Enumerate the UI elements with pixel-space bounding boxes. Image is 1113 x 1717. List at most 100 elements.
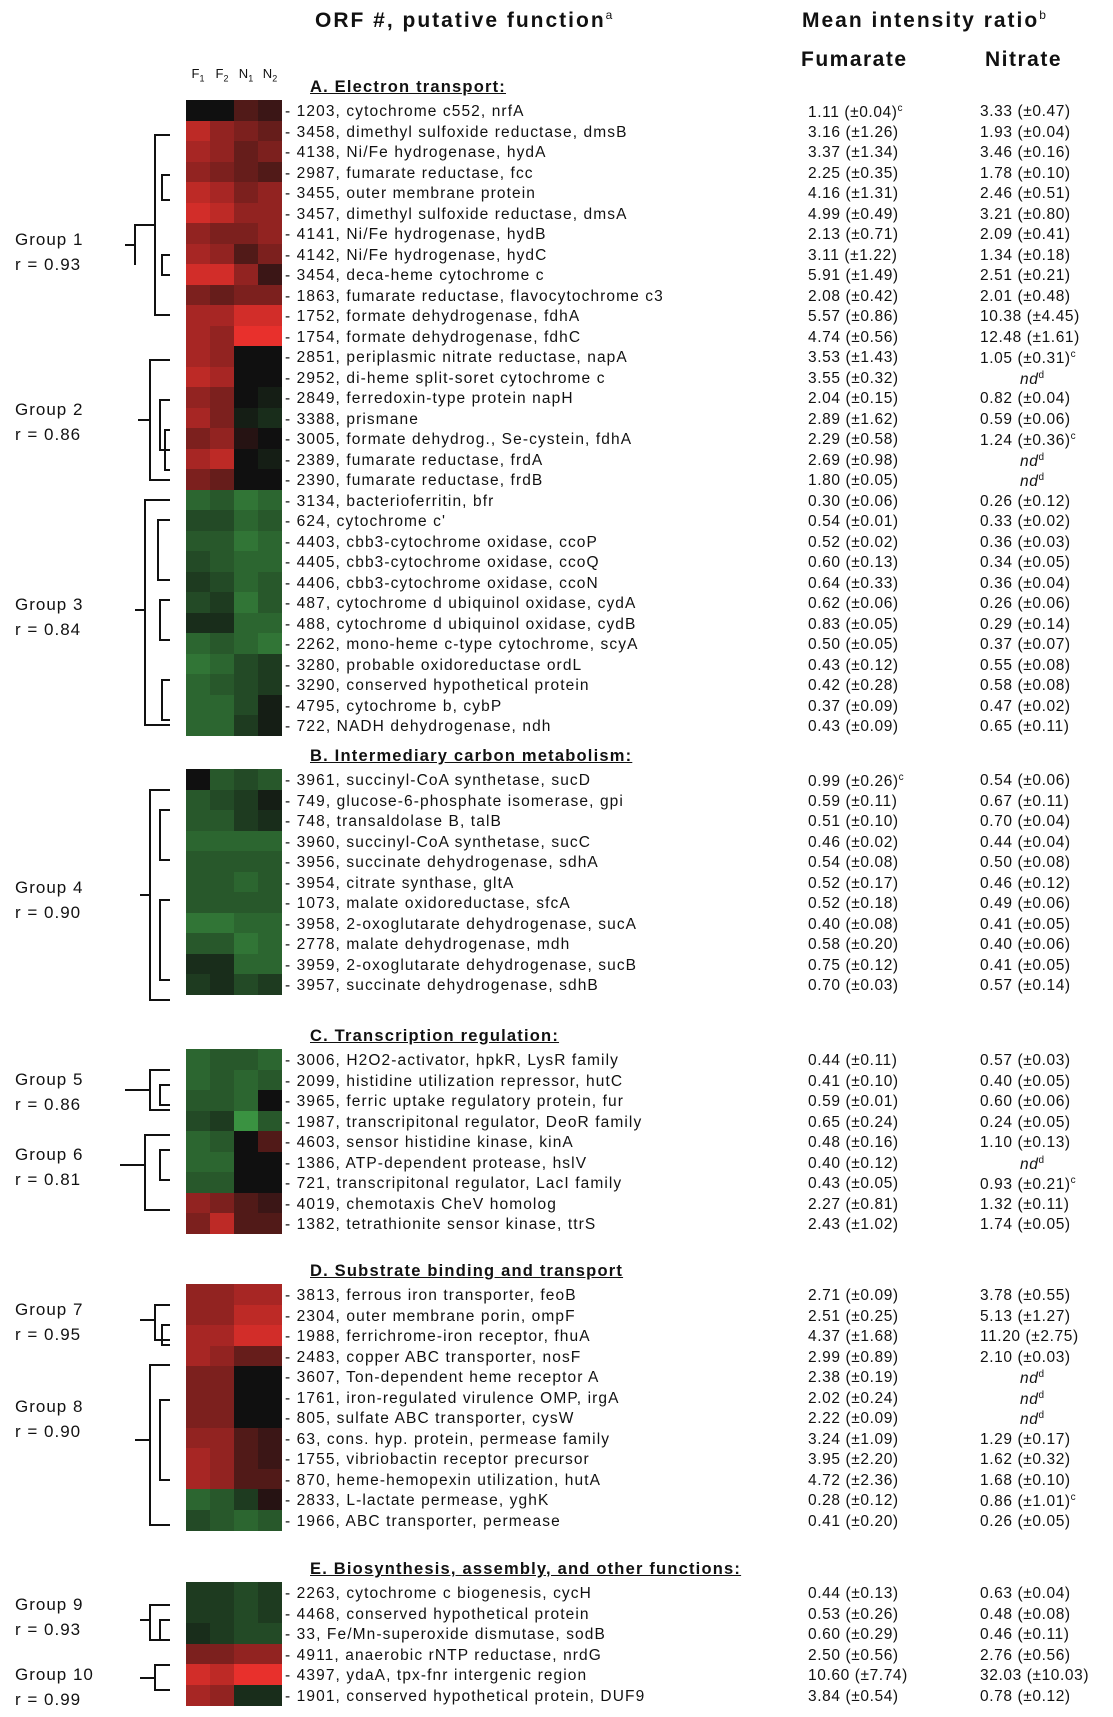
heatmap-cell — [234, 1090, 258, 1111]
heatmap-cell — [234, 325, 258, 347]
heatmap-cell — [186, 469, 210, 490]
nitrate-ratio: 0.26 (±0.05) — [980, 1512, 1071, 1530]
nitrate-ratio: 3.46 (±0.16) — [980, 144, 1071, 161]
nitrate-ratio: 2.01 (±0.48) — [980, 287, 1071, 305]
heatmap-cell — [186, 448, 210, 470]
heatmap-cell — [186, 264, 210, 285]
fumarate-ratio: 0.44 (±0.13) — [808, 1585, 899, 1602]
orf-number: - 2263, — [285, 1585, 347, 1602]
gene-function: cytochrome d ubiquinol oxidase, cydA — [336, 595, 637, 612]
heatmap-cell — [258, 633, 282, 654]
heatmap-cell — [258, 1684, 282, 1706]
fumarate-ratio: 2.25 (±0.35) — [808, 164, 899, 182]
fumarate-ratio: 0.53 (±0.26) — [808, 1605, 899, 1623]
heatmap-cell — [210, 120, 234, 142]
heatmap-cell — [186, 325, 210, 347]
fumarate-ratio: 0.52 (±0.02) — [808, 533, 899, 551]
heatmap-cell — [210, 1602, 234, 1624]
heatmap-cell — [234, 387, 258, 408]
orf-number: - 1386, — [285, 1154, 346, 1172]
heatmap-cell — [258, 161, 282, 183]
heatmap-cell — [258, 653, 282, 675]
heatmap-cell — [234, 1386, 258, 1408]
nitrate-ratio: ndd — [1020, 1154, 1045, 1173]
fumarate-ratio: 0.43 (±0.09) — [808, 718, 899, 735]
heatmap-cell — [210, 284, 234, 306]
fumarate-ratio: 3.95 (±2.20) — [808, 1451, 899, 1468]
heatmap-cell — [186, 1427, 210, 1449]
heatmap-cell — [234, 789, 258, 811]
heatmap-cell — [258, 789, 282, 811]
nitrate-ratio: 1.32 (±0.11) — [980, 1195, 1070, 1213]
heatmap-cell — [258, 182, 282, 203]
orf-number: - 4795, — [285, 697, 347, 715]
nitrate-ratio: 0.49 (±0.06) — [980, 895, 1071, 912]
heatmap-cell — [258, 407, 282, 429]
fumarate-ratio: 5.57 (±0.86) — [808, 308, 899, 325]
gene-row-label: - 3956, succinate dehydrogenase, sdhA — [285, 854, 599, 872]
fumarate-ratio: 0.54 (±0.01) — [808, 513, 899, 530]
gene-row-label: - 3290, conserved hypothetical protein — [285, 677, 590, 695]
nitrate-ratio: ndd — [1020, 1389, 1045, 1408]
gene-row-label: - 721, transcripitonal regulator, LacI f… — [285, 1175, 622, 1193]
nitrate-ratio: 5.13 (±1.27) — [980, 1307, 1071, 1325]
orf-number: - 1988, — [285, 1328, 347, 1345]
fumarate-ratio: 0.48 (±0.16) — [808, 1134, 899, 1151]
heatmap-cell — [258, 1386, 282, 1408]
orf-number: - 2390, — [285, 472, 347, 489]
gene-function: chemotaxis CheV homolog — [346, 1195, 557, 1213]
gene-row-label: - 4468, conserved hypothetical protein — [285, 1606, 590, 1624]
heatmap-cell — [258, 284, 282, 306]
heatmap-cell — [210, 1407, 234, 1428]
gene-function: conserved hypothetical protein, DUF9 — [346, 1687, 646, 1705]
heatmap-cell — [234, 851, 258, 872]
heatmap-cell — [210, 1448, 234, 1469]
heatmap-cell — [210, 1151, 234, 1173]
heatmap-cell — [210, 243, 234, 265]
heatmap-cell — [258, 851, 282, 872]
gene-function: ferredoxin-type protein napH — [346, 390, 574, 407]
gene-function: cytochrome c552, nrfA — [346, 103, 525, 120]
nitrate-ratio: 0.46 (±0.11) — [980, 1626, 1070, 1643]
heatmap-cell — [186, 1684, 210, 1706]
gene-row-label: - 3813, ferrous iron transporter, feoB — [285, 1287, 577, 1305]
heatmap-cell — [234, 346, 258, 367]
heatmap-cell — [210, 810, 234, 831]
heatmap-cell — [258, 1643, 282, 1665]
gene-row-label: - 1203, cytochrome c552, nrfA — [285, 103, 525, 121]
heatmap-cell — [186, 428, 210, 449]
heatmap-cell — [186, 1582, 210, 1603]
heatmap-cell — [258, 366, 282, 388]
nitrate-ratio: 0.63 (±0.04) — [980, 1585, 1071, 1602]
nitrate-ratio: 0.37 (±0.07) — [980, 636, 1071, 653]
fumarate-ratio: 0.99 (±0.26)c — [808, 772, 905, 791]
fumarate-ratio: 2.13 (±0.71) — [808, 226, 899, 243]
heatmap-cell — [258, 428, 282, 449]
heatmap-cell — [186, 571, 210, 593]
heatmap-cell — [234, 1172, 258, 1193]
nitrate-ratio: 3.78 (±0.55) — [980, 1287, 1071, 1304]
heatmap-cell — [258, 1664, 282, 1685]
orf-number: - 721, — [285, 1175, 337, 1192]
gene-row-label: - 3954, citrate synthase, gltA — [285, 875, 514, 893]
orf-number: - 1761, — [285, 1389, 347, 1407]
fumarate-ratio: 0.50 (±0.05) — [808, 636, 899, 653]
heatmap-cell — [210, 571, 234, 593]
orf-number: - 749, — [285, 792, 337, 810]
gene-function: cytochrome c' — [336, 513, 447, 530]
gene-function: histidine utilization repressor, hutC — [346, 1072, 624, 1090]
fumarate-ratio: 2.27 (±0.81) — [808, 1195, 899, 1213]
orf-number: - 2778, — [285, 936, 347, 953]
heatmap-cell — [210, 387, 234, 408]
heatmap-cell — [258, 489, 282, 511]
gene-function: mono-heme c-type cytochrome, scyA — [346, 636, 639, 653]
heatmap-cell — [210, 305, 234, 326]
nitrate-ratio: 0.33 (±0.02) — [980, 513, 1071, 530]
nitrate-ratio: ndd — [1020, 472, 1045, 491]
gene-function: Ni/Fe hydrogenase, hydC — [346, 246, 548, 264]
fumarate-ratio: 0.70 (±0.03) — [808, 977, 899, 994]
heatmap-cell — [186, 202, 210, 224]
orf-number: - 1754, — [285, 328, 347, 346]
heatmap-cell — [258, 1049, 282, 1070]
